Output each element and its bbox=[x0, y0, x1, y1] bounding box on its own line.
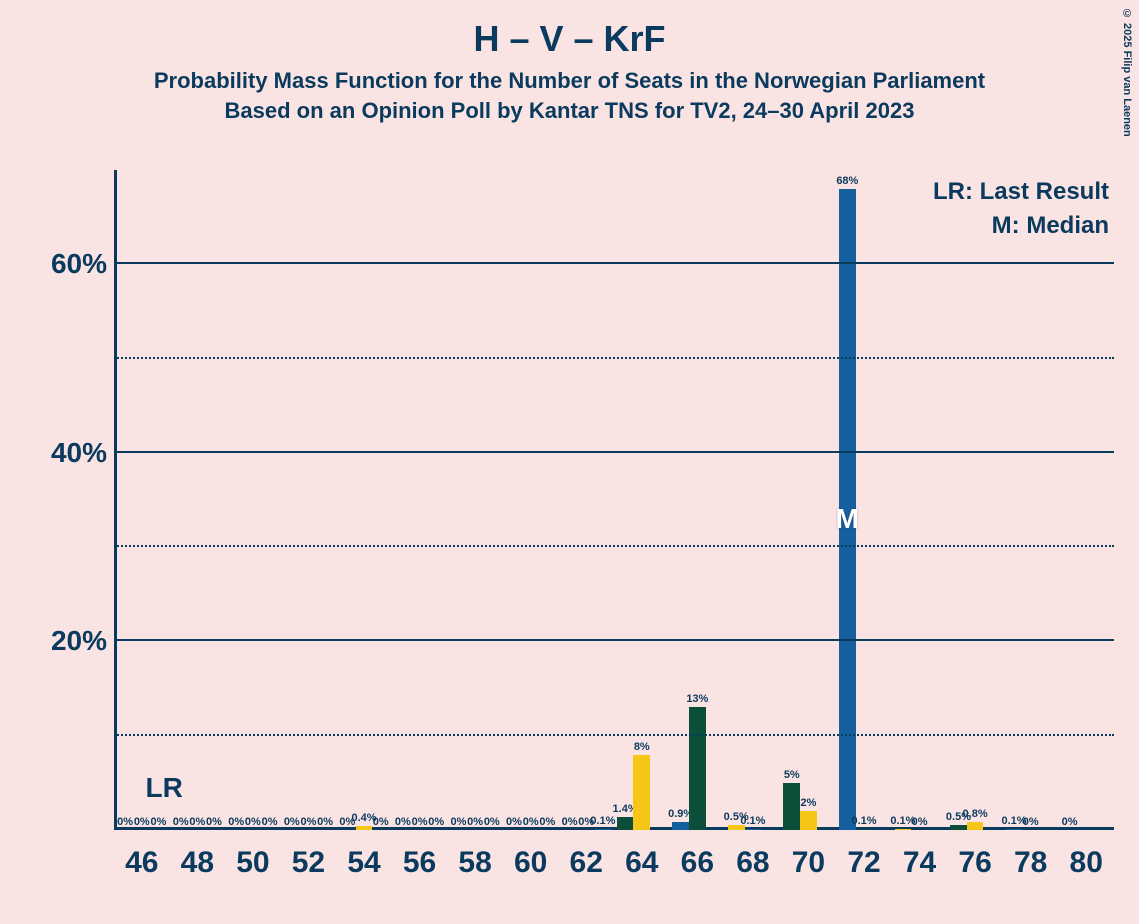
bar-value-label: 0% bbox=[134, 816, 150, 828]
x-tick-label: 46 bbox=[125, 846, 158, 880]
bar-value-label: 0% bbox=[912, 816, 928, 828]
bar-value-label: 0.1% bbox=[740, 815, 765, 827]
bar-value-label: 0% bbox=[117, 816, 133, 828]
x-tick-label: 70 bbox=[792, 846, 825, 880]
bar-value-label: 0% bbox=[317, 816, 333, 828]
bar-value-label: 0% bbox=[173, 816, 189, 828]
bar-value-label: 0% bbox=[562, 816, 578, 828]
bar: 2% bbox=[800, 811, 817, 830]
bar-value-label: 5% bbox=[784, 769, 800, 781]
bar-value-label: 0% bbox=[450, 816, 466, 828]
x-tick-label: 50 bbox=[236, 846, 269, 880]
gridline-minor bbox=[114, 357, 1114, 359]
bar-value-label: 0% bbox=[467, 816, 483, 828]
bar: 0.9% bbox=[672, 822, 689, 830]
bar: 0.1% bbox=[856, 829, 873, 830]
bar-value-label: 0% bbox=[284, 816, 300, 828]
x-tick-label: 66 bbox=[681, 846, 714, 880]
x-tick-label: 60 bbox=[514, 846, 547, 880]
x-tick-label: 78 bbox=[1014, 846, 1047, 880]
bar: 8% bbox=[633, 755, 650, 830]
bar: 0.1% bbox=[1006, 829, 1023, 830]
title-block: H – V – KrF Probability Mass Function fo… bbox=[0, 0, 1139, 124]
gridline-minor bbox=[114, 545, 1114, 547]
chart-subtitle-1: Probability Mass Function for the Number… bbox=[0, 68, 1139, 94]
bar: 5% bbox=[783, 783, 800, 830]
copyright-text: © 2025 Filip van Laenen bbox=[1121, 8, 1133, 137]
y-tick-label: 60% bbox=[51, 248, 107, 280]
bar-value-label: 0% bbox=[1023, 816, 1039, 828]
lr-marker: LR bbox=[146, 772, 183, 804]
bar-value-label: 0% bbox=[428, 816, 444, 828]
x-tick-label: 62 bbox=[570, 846, 603, 880]
bar-value-label: 0% bbox=[484, 816, 500, 828]
x-tick-label: 52 bbox=[292, 846, 325, 880]
x-tick-label: 48 bbox=[181, 846, 214, 880]
bar: 1.4% bbox=[617, 817, 634, 830]
bar-value-label: 0% bbox=[539, 816, 555, 828]
gridline-major bbox=[114, 639, 1114, 641]
bar-value-label: 0% bbox=[1062, 816, 1078, 828]
y-tick-label: 40% bbox=[51, 437, 107, 469]
gridline-minor bbox=[114, 734, 1114, 736]
x-tick-label: 56 bbox=[403, 846, 436, 880]
bar-value-label: 68% bbox=[836, 175, 858, 187]
bar-value-label: 0.1% bbox=[851, 815, 876, 827]
bar-value-label: 0% bbox=[262, 816, 278, 828]
bar: 0.4% bbox=[356, 826, 373, 830]
bar: 0.8% bbox=[967, 822, 984, 830]
gridline-major bbox=[114, 451, 1114, 453]
bar: 0.1% bbox=[895, 829, 912, 830]
bars-layer: 0%0%0%0%0%0%0%0%0%0%0%0%0%0.4%0%0%0%0%0%… bbox=[114, 170, 1114, 830]
chart-subtitle-2: Based on an Opinion Poll by Kantar TNS f… bbox=[0, 98, 1139, 124]
y-tick-label: 20% bbox=[51, 625, 107, 657]
chart-title: H – V – KrF bbox=[0, 18, 1139, 60]
x-tick-label: 54 bbox=[347, 846, 380, 880]
bar: 0.1% bbox=[595, 829, 612, 830]
bar: 0.1% bbox=[745, 829, 762, 830]
x-tick-label: 58 bbox=[458, 846, 491, 880]
bar-value-label: 0% bbox=[506, 816, 522, 828]
x-tick-label: 72 bbox=[847, 846, 880, 880]
bar-value-label: 0% bbox=[206, 816, 222, 828]
bar-value-label: 0% bbox=[300, 816, 316, 828]
x-tick-label: 74 bbox=[903, 846, 936, 880]
gridline-major bbox=[114, 262, 1114, 264]
bar-value-label: 0% bbox=[523, 816, 539, 828]
bar-value-label: 0% bbox=[373, 816, 389, 828]
bar-value-label: 0% bbox=[245, 816, 261, 828]
bar-value-label: 0.8% bbox=[963, 808, 988, 820]
x-tick-label: 80 bbox=[1070, 846, 1103, 880]
plot-area: 0%0%0%0%0%0%0%0%0%0%0%0%0%0.4%0%0%0%0%0%… bbox=[114, 170, 1114, 830]
x-tick-label: 68 bbox=[736, 846, 769, 880]
x-tick-label: 76 bbox=[958, 846, 991, 880]
bar-value-label: 13% bbox=[686, 693, 708, 705]
median-marker: M bbox=[836, 503, 859, 535]
bar-value-label: 2% bbox=[800, 797, 816, 809]
bar-value-label: 8% bbox=[634, 741, 650, 753]
bar: 0.5% bbox=[950, 825, 967, 830]
bar-value-label: 0.1% bbox=[590, 815, 615, 827]
x-tick-label: 64 bbox=[625, 846, 658, 880]
bar: 13% bbox=[689, 707, 706, 830]
bar-value-label: 0% bbox=[228, 816, 244, 828]
bar-value-label: 0% bbox=[412, 816, 428, 828]
bar-value-label: 0% bbox=[150, 816, 166, 828]
bar-value-label: 0% bbox=[189, 816, 205, 828]
bar-value-label: 0% bbox=[395, 816, 411, 828]
